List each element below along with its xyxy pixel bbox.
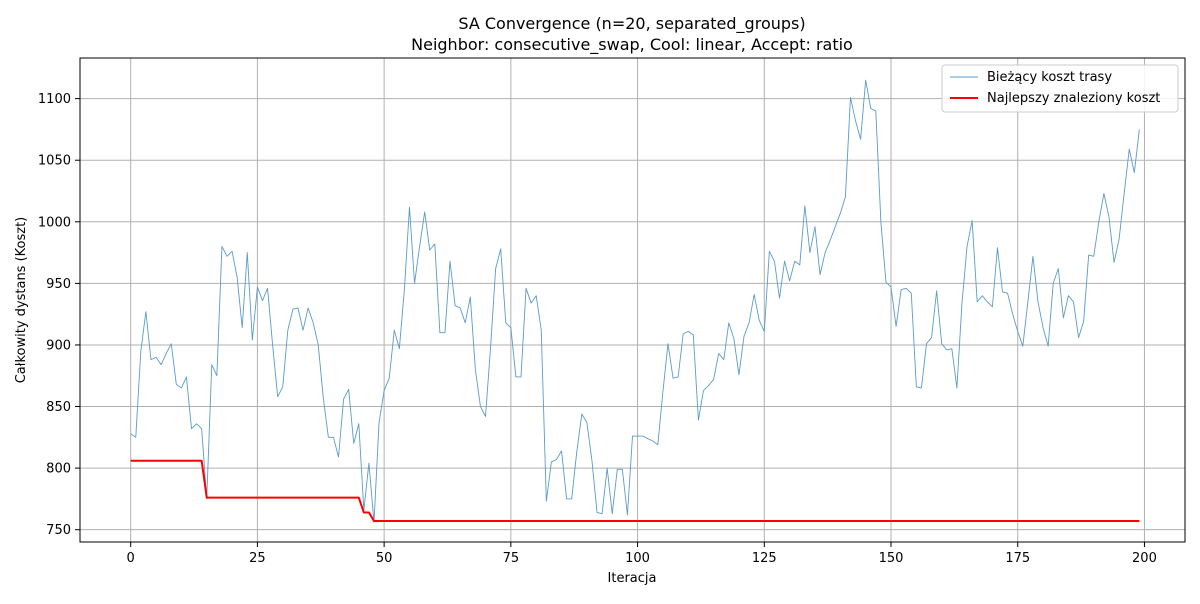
series-line-current-cost bbox=[130, 79, 1140, 523]
x-tick-label: 125 bbox=[752, 551, 777, 566]
chart-subtitle: Neighbor: consecutive_swap, Cool: linear… bbox=[411, 35, 853, 55]
x-tick-label: 50 bbox=[376, 551, 393, 566]
series-line-best-cost bbox=[130, 459, 1140, 523]
x-tick-label: 100 bbox=[625, 551, 650, 566]
x-tick-label: 175 bbox=[1005, 551, 1030, 566]
x-tick-label: 0 bbox=[127, 551, 135, 566]
y-tick-label: 750 bbox=[46, 523, 71, 538]
axis-ticks: 0 25 50 75 100 125 150 175 200 750 800 850 900 950 100… bbox=[38, 92, 1157, 566]
series-group bbox=[130, 79, 1140, 523]
legend: Bieżący koszt trasy Najlepszy znaleziony… bbox=[941, 64, 1179, 113]
y-tick-label: 950 bbox=[46, 277, 71, 292]
plot-frame bbox=[79, 57, 1186, 543]
grid bbox=[80, 58, 1185, 542]
y-tick-label: 1100 bbox=[38, 92, 71, 107]
y-tick-label: 900 bbox=[46, 338, 71, 353]
x-tick-label: 200 bbox=[1132, 551, 1157, 566]
x-tick-label: 25 bbox=[249, 551, 266, 566]
chart-title: SA Convergence (n=20, separated_groups) bbox=[458, 14, 805, 34]
x-tick-label: 75 bbox=[503, 551, 520, 566]
legend-box bbox=[941, 64, 1179, 113]
x-axis-label: Iteracja bbox=[608, 571, 657, 586]
y-tick-label: 800 bbox=[46, 462, 71, 477]
legend-label-current: Bieżący koszt trasy bbox=[987, 70, 1112, 85]
legend-label-best: Najlepszy znaleziony koszt bbox=[987, 91, 1160, 106]
y-axis-label: Całkowity dystans (Koszt) bbox=[14, 217, 29, 384]
x-tick-label: 150 bbox=[879, 551, 904, 566]
y-tick-label: 1050 bbox=[38, 154, 71, 169]
y-tick-label: 1000 bbox=[38, 215, 71, 230]
y-tick-label: 850 bbox=[46, 400, 71, 415]
